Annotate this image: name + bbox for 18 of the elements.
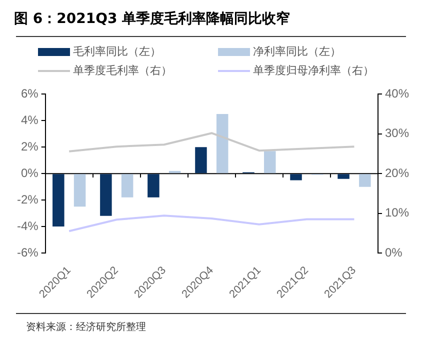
y-tick-label: -2%: [16, 192, 39, 206]
y2-tick-label: 30%: [384, 126, 410, 140]
legend-label: 毛利率同比（左）: [73, 44, 161, 59]
y2-tick-label: 0%: [384, 245, 403, 260]
legend-label: 净利率同比（左）: [253, 44, 341, 59]
y-tick-label: 6%: [20, 86, 39, 101]
y-tick-label: -6%: [16, 245, 39, 260]
y-tick-label: 2%: [20, 139, 39, 154]
text: 资料来源：经济研究所整理: [26, 320, 146, 334]
y2-tick-label: 20%: [384, 166, 410, 180]
y-tick-label: 0%: [20, 166, 39, 180]
y-tick-label: 4%: [20, 112, 39, 127]
y-tick-label: -4%: [16, 218, 39, 233]
legend-label: 单季度归母净利率（右）: [253, 63, 374, 78]
y2-tick-label: 10%: [384, 206, 410, 220]
chart-title: 图 6：2021Q3 单季度毛利率降幅同比收窄: [14, 10, 290, 28]
legend-label: 单季度毛利率（右）: [73, 63, 172, 78]
y2-tick-label: 40%: [384, 86, 410, 101]
